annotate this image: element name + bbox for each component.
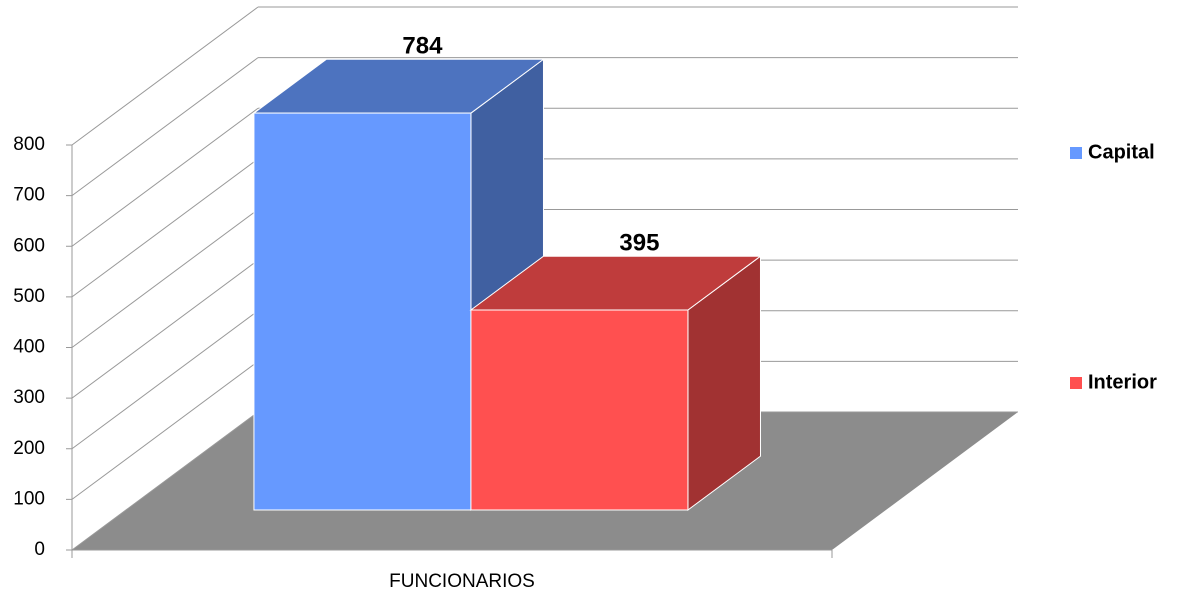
y-tick-label: 700 — [13, 185, 45, 206]
grid-line — [71, 6, 259, 146]
grid-line — [71, 360, 259, 500]
y-tick-label: 100 — [13, 488, 45, 509]
legend-label: Interior — [1088, 371, 1157, 393]
grid-line — [71, 259, 259, 399]
x-tick-label: FUNCIONARIOS — [389, 571, 535, 592]
legend-swatch — [1070, 147, 1082, 159]
y-tick-label: 0 — [34, 539, 45, 560]
y-tick-label: 800 — [13, 134, 45, 155]
grid-line — [71, 310, 259, 450]
bar — [253, 112, 472, 511]
bar — [470, 309, 689, 511]
grid-line — [71, 158, 259, 298]
legend-label: Capital — [1088, 141, 1155, 163]
legend-swatch — [1070, 377, 1082, 389]
grid-line — [71, 209, 259, 348]
grid-line — [71, 57, 259, 197]
grid-line — [71, 107, 259, 247]
grid-line — [71, 411, 259, 551]
y-tick-label: 300 — [13, 387, 45, 408]
data-label: 395 — [619, 230, 659, 257]
y-tick-label: 200 — [13, 438, 45, 459]
data-label: 784 — [402, 33, 443, 60]
y-tick-label: 400 — [13, 337, 45, 358]
y-tick-label: 600 — [13, 235, 45, 256]
y-tick-label: 500 — [13, 286, 45, 307]
